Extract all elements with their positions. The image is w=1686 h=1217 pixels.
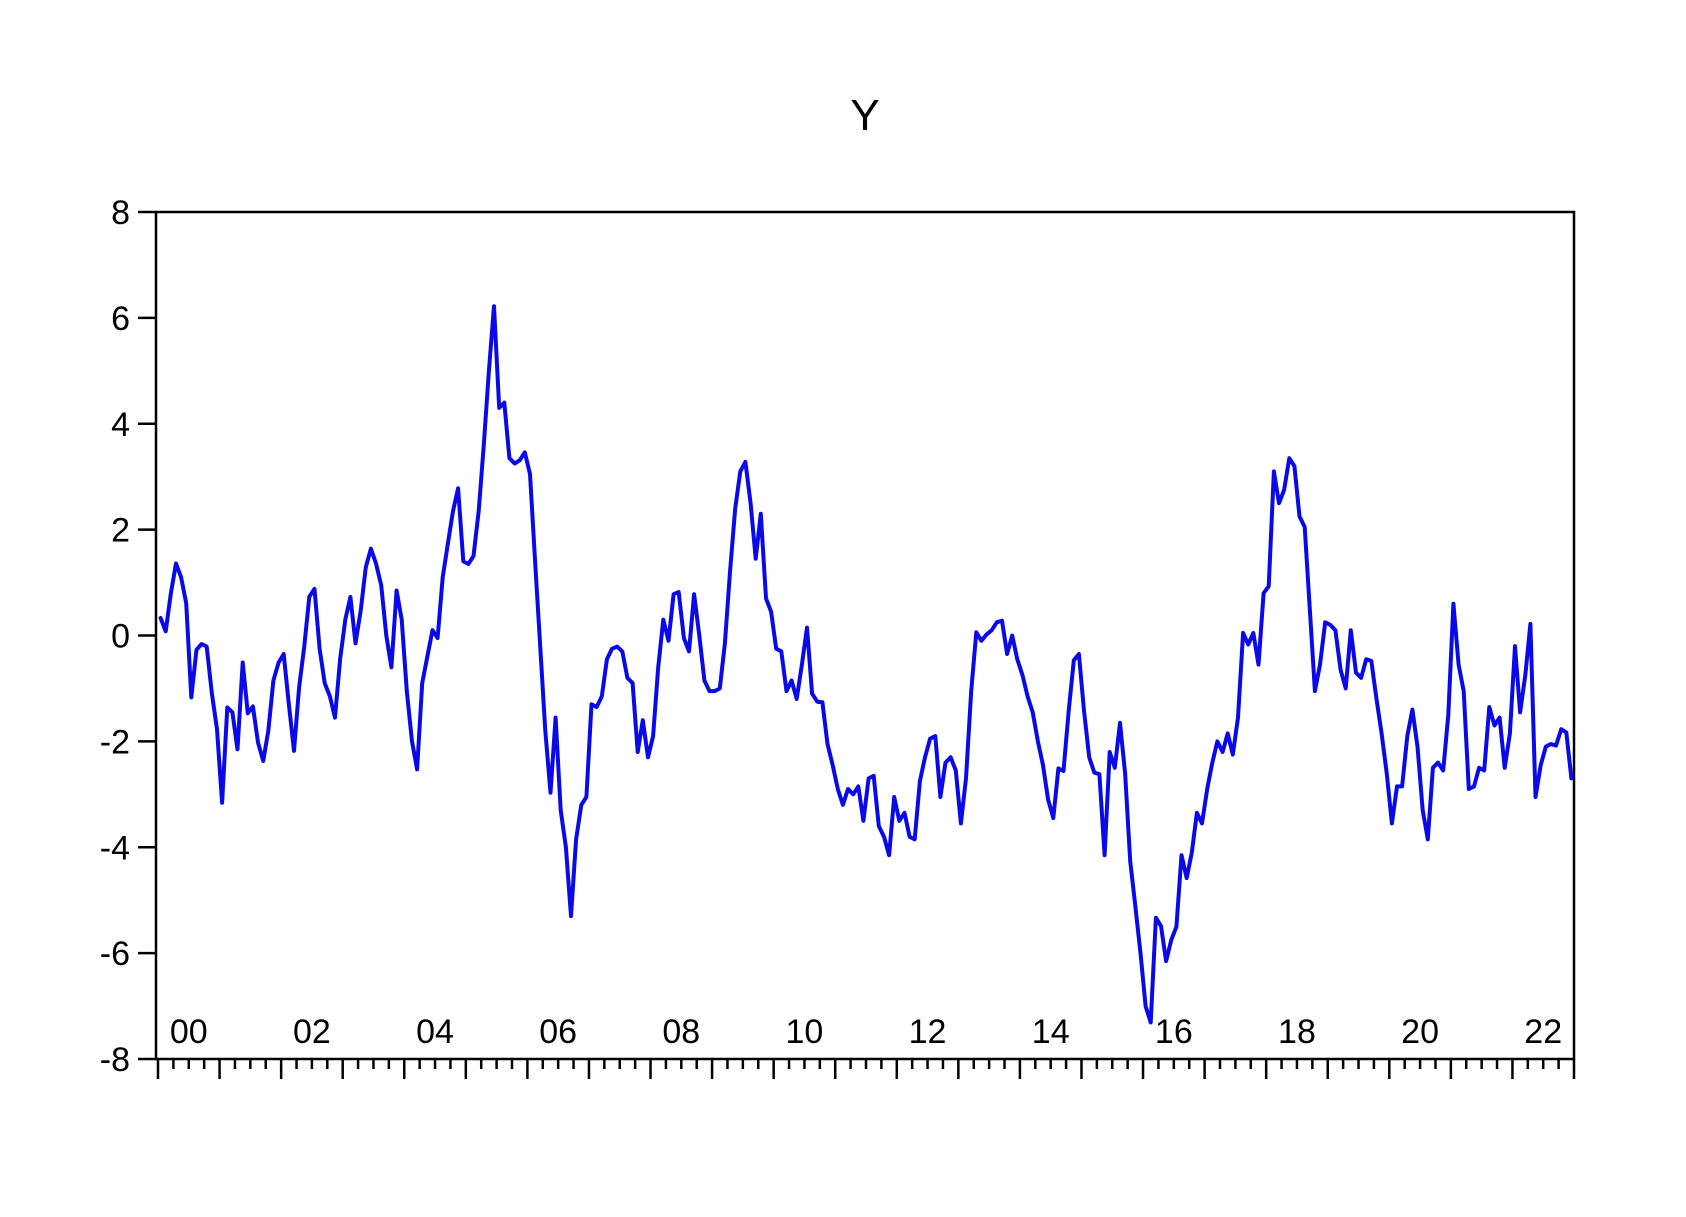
- y-axis-tick-label: -8: [100, 1041, 130, 1079]
- y-axis-tick-label: 8: [111, 194, 130, 232]
- x-axis-tick-label: 22: [1524, 1013, 1562, 1051]
- y-axis-labels: 8 6 4 2 0 -2 -4 -6 -8: [100, 194, 130, 1079]
- x-axis-tick-label: 02: [293, 1013, 331, 1051]
- x-axis-tick-label: 18: [1278, 1013, 1316, 1051]
- y-axis-ticks: [138, 210, 156, 1061]
- y-axis-tick-label: 6: [111, 300, 130, 338]
- y-axis-tick-label: -4: [100, 829, 130, 867]
- x-axis-tick-label: 14: [1032, 1013, 1070, 1051]
- y-axis-tick-label: 4: [111, 406, 130, 444]
- plot-frame-box: [154, 210, 1576, 1061]
- x-axis-tick-label: 12: [909, 1013, 947, 1051]
- x-axis-tick-label: 00: [170, 1013, 208, 1051]
- y-axis-tick-label: -2: [100, 723, 130, 761]
- x-axis-tick-label: 06: [539, 1013, 577, 1051]
- x-axis-tick-label: 10: [786, 1013, 824, 1051]
- x-axis-tick-label: 08: [662, 1013, 700, 1051]
- y-axis-tick-label: 0: [111, 618, 130, 656]
- x-axis-tick-label: 16: [1155, 1013, 1193, 1051]
- chart-title: Y: [850, 91, 879, 140]
- x-axis-ticks: [156, 1059, 1576, 1079]
- series-line-group: [158, 304, 1574, 1025]
- plot-frame: [154, 210, 1576, 1061]
- y-axis-tick-label: -6: [100, 935, 130, 973]
- x-axis-tick-label: 04: [416, 1013, 454, 1051]
- series-line-y: [158, 304, 1574, 1025]
- y-axis-tick-label: 2: [111, 512, 130, 550]
- x-axis-labels: 00 02 04 06 08 10 12 14 16 18 20 22: [170, 1013, 1562, 1051]
- x-axis-tick-label: 20: [1401, 1013, 1439, 1051]
